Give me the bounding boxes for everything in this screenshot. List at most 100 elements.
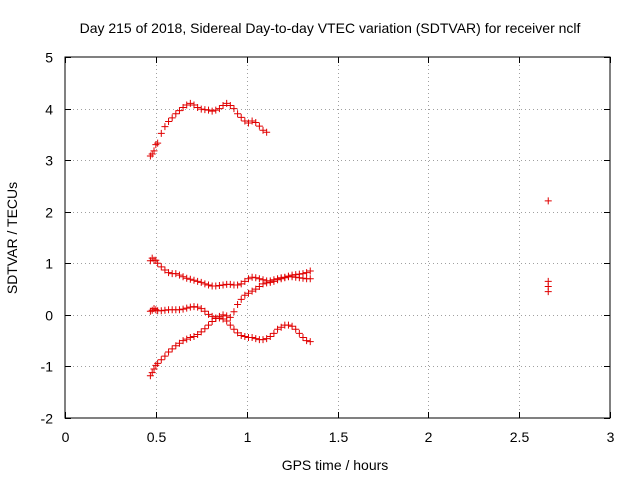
data-point: [161, 266, 169, 274]
data-point: [201, 280, 209, 288]
data-point: [194, 330, 202, 338]
y-tick-label: -1: [41, 359, 54, 375]
data-point: [175, 339, 183, 347]
data-point: [241, 277, 249, 285]
plot-frame: [64, 56, 611, 419]
data-point: [179, 337, 187, 345]
data-point: [252, 274, 260, 282]
data-point: [168, 345, 176, 353]
data-point: [252, 285, 260, 293]
y-axis-label: SDTVAR / TECUs: [4, 182, 20, 294]
x-tick-label: 0: [62, 429, 70, 445]
data-point: [303, 337, 311, 345]
data-point: [179, 305, 187, 313]
x-tick-label: 1: [244, 429, 252, 445]
x-tick-label: 2: [425, 429, 433, 445]
data-point: [190, 101, 198, 109]
data-point: [165, 269, 173, 277]
data-point: [226, 280, 234, 288]
data-point: [259, 280, 267, 288]
data-point: [248, 273, 256, 281]
data-point: [183, 274, 191, 282]
data-point: [146, 372, 154, 380]
data-point: [281, 274, 289, 282]
data-point: [201, 325, 209, 333]
data-point: [237, 331, 245, 339]
y-tick-label: 4: [45, 102, 53, 118]
data-point: [226, 313, 234, 321]
data-point: [266, 278, 274, 286]
data-point: [259, 126, 267, 134]
data-point: [295, 270, 303, 278]
data-point: [205, 281, 213, 289]
data-point: [175, 271, 183, 279]
data-point: [212, 282, 220, 290]
data-point: [197, 305, 205, 313]
data-point: [212, 106, 220, 114]
data-point: [179, 104, 187, 112]
y-tick-label: 0: [45, 308, 53, 324]
y-tick-label: -2: [41, 411, 54, 427]
data-point: [154, 259, 162, 267]
data-point: [165, 117, 173, 125]
data-point: [226, 321, 234, 329]
data-point: [544, 197, 552, 205]
x-axis-label: GPS time / hours: [282, 457, 389, 473]
data-point: [186, 303, 194, 311]
data-point: [194, 104, 202, 112]
data-point: [230, 308, 238, 316]
data-point: [244, 275, 252, 283]
data-point: [146, 307, 154, 315]
data-point: [152, 141, 160, 149]
data-point: [148, 150, 156, 158]
data-point: [205, 106, 213, 114]
data-point: [270, 277, 278, 285]
data-point: [255, 282, 263, 290]
data-point: [197, 105, 205, 113]
data-point: [284, 321, 292, 329]
data-point: [234, 329, 242, 337]
data-point: [157, 129, 165, 137]
data-point: [208, 107, 216, 115]
data-point: [237, 280, 245, 288]
data-point: [219, 101, 227, 109]
data-point: [215, 312, 223, 320]
data-point: [234, 281, 242, 289]
data-point: [306, 267, 314, 275]
data-point: [244, 289, 252, 297]
data-point: [175, 306, 183, 314]
x-tick-label: 2.5: [510, 429, 530, 445]
data-points: [146, 99, 552, 380]
data-point: [183, 335, 191, 343]
data-point: [172, 342, 180, 350]
y-tick-label: 2: [45, 205, 53, 221]
data-point: [186, 275, 194, 283]
data-point: [154, 359, 162, 367]
data-point: [292, 325, 300, 333]
data-point: [299, 270, 307, 278]
data-point: [244, 119, 252, 127]
data-point: [241, 117, 249, 125]
chart-title: Day 215 of 2018, Sidereal Day-to-day VTE…: [80, 20, 581, 36]
series-satellite-d: [146, 267, 314, 380]
data-point: [274, 276, 282, 284]
data-point: [201, 106, 209, 114]
data-point: [179, 273, 187, 281]
data-point: [215, 281, 223, 289]
data-point: [230, 105, 238, 113]
data-point: [234, 110, 242, 118]
data-point: [205, 321, 213, 329]
data-point: [157, 307, 165, 315]
data-point: [223, 312, 231, 320]
data-point: [212, 314, 220, 322]
data-point: [288, 322, 296, 330]
data-point: [226, 101, 234, 109]
data-point: [223, 99, 231, 107]
data-point: [266, 333, 274, 341]
data-point: [183, 304, 191, 312]
data-point: [252, 335, 260, 343]
data-point: [186, 99, 194, 107]
data-point: [234, 301, 242, 309]
data-point: [274, 325, 282, 333]
